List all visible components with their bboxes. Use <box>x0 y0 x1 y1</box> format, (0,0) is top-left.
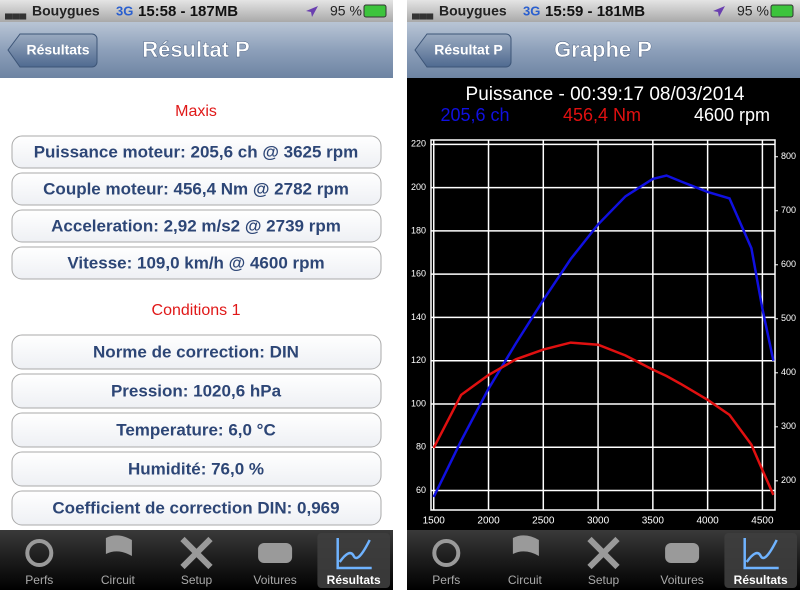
section-heading: Conditions 1 <box>152 302 241 319</box>
result-text: Temperature: 6,0 °C <box>116 420 276 439</box>
tab-label[interactable]: Setup <box>181 573 213 587</box>
carrier: Bouygues <box>439 3 507 19</box>
y-tick-label: 160 <box>411 269 426 279</box>
y2-tick-label: 300 <box>781 421 796 431</box>
back-button[interactable] <box>414 33 512 68</box>
result-text: Puissance moteur: 205,6 ch @ 3625 rpm <box>34 142 359 161</box>
result-row <box>11 135 382 169</box>
result-row <box>11 490 382 526</box>
x-tick-label: 4500 <box>751 516 774 527</box>
location-icon <box>713 6 725 17</box>
tab-label[interactable]: Circuit <box>101 573 136 587</box>
tab-icon <box>25 539 54 567</box>
back-label[interactable]: Résultat P <box>434 42 502 58</box>
tab-label[interactable]: Setup <box>588 573 620 587</box>
battery-icon <box>363 4 387 18</box>
y-tick-label: 180 <box>411 225 426 235</box>
time: 15:58 - 187MB <box>138 3 238 20</box>
y-tick-label: 140 <box>411 312 426 322</box>
x-tick-label: 1500 <box>423 516 446 527</box>
y2-tick-label: 500 <box>781 313 796 323</box>
y2-tick-label: 400 <box>781 367 796 377</box>
tab-label[interactable]: Perfs <box>25 573 53 587</box>
chart-title: Puissance - 00:39:17 08/03/2014 <box>466 84 745 105</box>
signal: ▄▄▄ <box>5 9 27 21</box>
location-icon <box>306 6 318 17</box>
result-row <box>11 451 382 487</box>
data-line <box>432 341 775 496</box>
plot-frame <box>430 139 776 511</box>
chart-subtitle: 4600 rpm <box>694 105 770 125</box>
back-label[interactable]: Résultats <box>26 42 89 58</box>
y-tick-label: 200 <box>411 182 426 192</box>
graph-background <box>407 78 800 530</box>
tab-icon <box>105 535 132 568</box>
tab-label[interactable]: Voitures <box>660 573 703 587</box>
tab-label[interactable]: Résultats <box>734 573 788 587</box>
y-tick-label: 80 <box>416 442 426 452</box>
y-tick-label: 220 <box>411 139 426 149</box>
y-tick-label: 60 <box>416 485 426 495</box>
result-row <box>11 246 382 280</box>
y2-tick-label: 700 <box>781 205 796 215</box>
result-text: Coefficient de correction DIN: 0,969 <box>52 498 339 517</box>
tab-icon <box>258 543 293 563</box>
x-tick-label: 3500 <box>642 516 665 527</box>
back-button[interactable] <box>7 33 98 68</box>
battery-level: 95 % <box>737 3 769 19</box>
x-tick-label: 2500 <box>532 516 555 527</box>
result-row <box>11 334 382 370</box>
tab-selected <box>317 533 390 588</box>
result-row <box>11 209 382 243</box>
tab-icon <box>432 539 461 567</box>
tab-icon <box>512 535 539 568</box>
y2-tick-label: 600 <box>781 259 796 269</box>
tab-icon <box>665 543 700 563</box>
carrier: Bouygues <box>32 3 100 19</box>
nav-title: Graphe P <box>554 37 652 62</box>
result-row <box>11 412 382 448</box>
legend-torque: 456,4 Nm <box>563 105 641 125</box>
nav-title: Résultat P <box>142 37 250 62</box>
result-text: Humidité: 76,0 % <box>128 459 264 478</box>
signal: ▄▄▄ <box>412 9 434 21</box>
tab-label[interactable]: Perfs <box>432 573 460 587</box>
tab-icon <box>336 538 372 570</box>
x-tick-label: 4000 <box>696 516 719 527</box>
battery-icon <box>770 4 794 18</box>
network: 3G <box>116 3 133 18</box>
y-tick-label: 100 <box>411 398 426 408</box>
legend-power: 205,6 ch <box>440 105 509 125</box>
tab-label[interactable]: Résultats <box>327 573 381 587</box>
tab-selected <box>724 533 797 588</box>
x-tick-label: 2000 <box>477 516 500 527</box>
tab-icon <box>180 536 213 570</box>
y2-tick-label: 200 <box>781 475 796 485</box>
status-bar <box>407 0 800 22</box>
result-text: Pression: 1020,6 hPa <box>111 381 282 400</box>
section-heading: Maxis <box>175 103 217 120</box>
x-tick-label: 3000 <box>587 516 610 527</box>
result-text: Couple moteur: 456,4 Nm @ 2782 rpm <box>43 179 349 198</box>
y2-tick-label: 800 <box>781 151 796 161</box>
time: 15:59 - 181MB <box>545 3 645 20</box>
result-text: Acceleration: 2,92 m/s2 @ 2739 rpm <box>51 216 341 235</box>
result-text: Norme de correction: DIN <box>93 342 299 361</box>
result-row <box>11 373 382 409</box>
tab-icon <box>587 536 620 570</box>
network: 3G <box>523 3 540 18</box>
y-tick-label: 120 <box>411 355 426 365</box>
status-bar <box>0 0 393 22</box>
result-row <box>11 172 382 206</box>
tab-label[interactable]: Voitures <box>253 573 296 587</box>
tab-icon <box>743 538 779 570</box>
result-text: Vitesse: 109,0 km/h @ 4600 rpm <box>67 253 324 272</box>
tab-label[interactable]: Circuit <box>508 573 543 587</box>
battery-level: 95 % <box>330 3 362 19</box>
